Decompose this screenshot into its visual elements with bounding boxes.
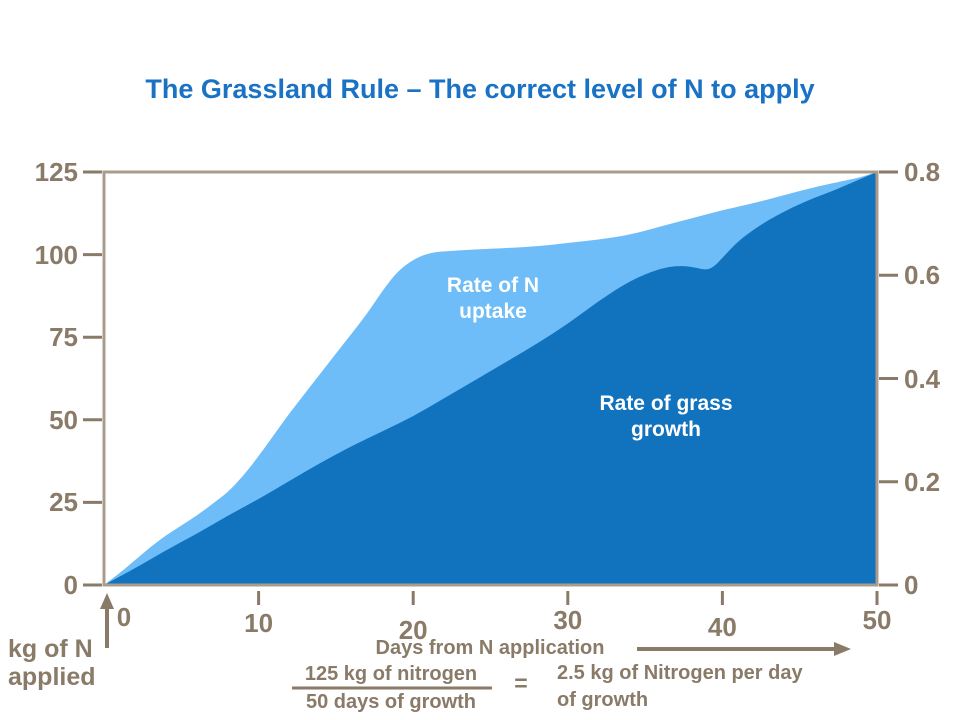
y-left-tick-label: 100	[34, 239, 78, 270]
growth-series-label-line1: Rate of grass	[599, 392, 733, 415]
up-arrow-icon	[100, 593, 114, 609]
growth-area	[104, 172, 877, 585]
uptake-series-label-line1: Rate of N	[446, 274, 540, 297]
y-right-tick-label: 0.4	[904, 363, 941, 394]
y-left-tick-label: 25	[49, 487, 78, 518]
formula-numerator: 125 kg of nitrogen	[304, 663, 478, 685]
y-right-tick-label: 0	[904, 570, 919, 600]
right-arrow-icon	[834, 642, 851, 656]
uptake-series-label: Rate of N uptake	[398, 273, 588, 325]
x-tick-label: 50	[862, 605, 892, 635]
formula-result-line2: of growth	[557, 689, 649, 711]
y-left-tick-label: 75	[49, 322, 78, 353]
y-left-tick-label: 50	[49, 404, 78, 435]
formula-result-line1: 2.5 kg of Nitrogen per day	[557, 662, 803, 684]
page-title: The Grassland Rule – The correct level o…	[145, 74, 815, 104]
growth-series-label-line2: growth	[631, 418, 701, 441]
growth-series-label: Rate of grass growth	[556, 391, 776, 443]
y-axis-title: kg of N applied	[8, 635, 128, 691]
formula-equals-sign: =	[514, 670, 528, 696]
y-left-tick-label: 125	[34, 157, 78, 187]
x-tick-label: 0	[116, 602, 132, 632]
x-tick-label: 40	[707, 612, 737, 642]
y-left-tick-label: 0	[63, 570, 78, 600]
y-right-tick-label: 0.6	[904, 260, 941, 291]
formula-denominator: 50 days of growth	[305, 691, 477, 713]
uptake-series-label-line2: uptake	[459, 300, 527, 323]
x-axis-title: Days from N application	[375, 637, 605, 659]
y-axis-title-line1: kg of N	[8, 635, 93, 663]
x-tick-label: 20	[398, 615, 428, 645]
y-axis-title-line2: applied	[8, 663, 96, 691]
plot-border	[102, 170, 879, 587]
y-right-tick-label: 0.8	[904, 157, 941, 187]
x-tick-label: 10	[244, 608, 274, 638]
x-tick-label: 30	[553, 605, 583, 635]
y-right-tick-label: 0.2	[904, 466, 941, 497]
